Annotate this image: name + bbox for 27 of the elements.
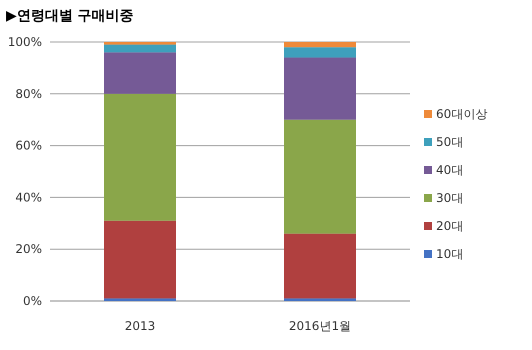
y-tick-label: 40% xyxy=(15,190,42,204)
chart-title: ▶연령대별 구매비중 xyxy=(6,8,134,24)
bar xyxy=(284,298,356,301)
legend-label: 10대 xyxy=(436,247,464,261)
bar xyxy=(284,47,356,58)
bar xyxy=(104,94,176,221)
y-tick-label: 0% xyxy=(22,294,42,308)
bar xyxy=(284,58,356,120)
bar xyxy=(284,234,356,298)
bar xyxy=(104,44,176,52)
y-tick-label: 60% xyxy=(15,138,42,153)
x-tick-label: 2013 xyxy=(124,319,156,333)
legend-label: 30대 xyxy=(436,191,464,205)
legend-label: 40대 xyxy=(436,163,464,177)
bar xyxy=(104,52,176,94)
bar xyxy=(104,298,176,301)
legend-label: 20대 xyxy=(436,219,464,233)
y-tick-label: 80% xyxy=(15,86,42,101)
y-tick-label: 20% xyxy=(15,242,42,256)
legend-label: 60대이상 xyxy=(436,107,488,121)
bar xyxy=(104,42,176,45)
bar xyxy=(284,42,356,48)
legend-label: 50대 xyxy=(436,135,464,149)
y-tick-label: 100% xyxy=(8,35,42,49)
bar xyxy=(284,120,356,234)
x-tick-label: 2016년1월 xyxy=(288,319,352,333)
bar xyxy=(104,220,176,298)
